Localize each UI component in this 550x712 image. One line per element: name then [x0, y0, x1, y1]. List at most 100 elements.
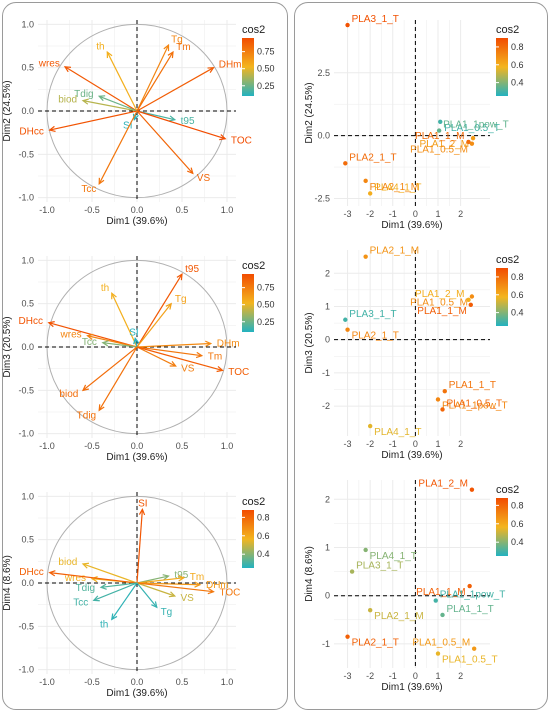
arrowhead-SI: [133, 336, 140, 345]
arrowhead-Tdig: [97, 95, 106, 102]
arrowhead-Tm: [177, 575, 186, 582]
arrow-VS: [136, 110, 194, 174]
legend-colorbar: [242, 38, 254, 96]
point-label-PLA2_1_M: PLA2_1_M: [370, 182, 419, 193]
x-tick-label: 1.0: [221, 205, 234, 215]
y-axis-label: Dim3 (20.5%): [304, 312, 315, 373]
legend-tick-label: 0.25: [257, 317, 275, 327]
point-label-Tm: Tm: [176, 42, 190, 53]
arrowhead-biod: [81, 562, 90, 569]
arrow-wres: [87, 335, 138, 348]
y-tick-label: 0.0: [21, 578, 34, 588]
arrowhead-Tcc: [92, 595, 100, 602]
point-label-Tdig: Tdig: [74, 89, 93, 100]
point-label-Tdig: Tdig: [76, 583, 95, 594]
point-label-PLA1_0.5_T: PLA1_0.5_T: [447, 398, 503, 409]
y-tick-label: 0.5: [21, 299, 34, 309]
arrow-biod: [82, 563, 138, 584]
y-tick-label: -0.5: [18, 385, 34, 395]
legend-title: cos2: [242, 496, 265, 508]
x-tick-label: -3: [344, 209, 352, 219]
point-label-biod: biod: [58, 94, 77, 105]
x-tick-label: -1.0: [39, 677, 55, 687]
point-PLA3_1_T: [343, 317, 348, 322]
point-label-DHm: DHm: [206, 580, 229, 591]
point-label-PLA2_1_M: PLA2_1_M: [374, 611, 423, 622]
point-label-PLA3_1_T: PLA3_1_T: [352, 14, 399, 25]
point-label-biod: biod: [58, 557, 77, 568]
chart-var14: -1.0 -0.5 0.0 0.5 1.0 -1.0 -0.5 0.0 0.5 1.0 Dim1 (…: [2, 491, 270, 699]
x-tick-label: 2: [458, 209, 463, 219]
arrow-Tg: [136, 582, 158, 608]
point-label-Tm: Tm: [208, 351, 222, 362]
arrowhead-DHm: [207, 66, 215, 73]
y-tick-label: -1: [322, 639, 330, 649]
chart-ind13: -3 -2 -1 0 1 2 2 1 0 -1 -2 Dim1 (39.6%) Dim3 (20.5%)…: [304, 246, 524, 461]
point-label-PLA2_1_T: PLA2_1_T: [352, 331, 399, 342]
arrowhead-Tcc: [98, 177, 105, 186]
point-PLA2_1_T: [345, 634, 350, 639]
point-label-PLA1_1pow_T: PLA1_1pow_T: [443, 120, 509, 131]
point-PLA1_0.5_M: [471, 646, 477, 651]
y-tick-label: -2.5: [314, 193, 330, 203]
y-tick-label: 1.0: [21, 255, 34, 265]
y-tick-label: 2.5: [317, 68, 330, 78]
point-label-PLA1_1pow_T: PLA1_1pow_T: [442, 400, 508, 411]
x-tick-label: -1: [389, 671, 397, 681]
arrowhead-Tdig: [98, 404, 105, 412]
arrow-Tdig: [100, 582, 138, 588]
point-label-Tm: Tm: [190, 572, 204, 583]
arrowhead-VS: [169, 360, 177, 367]
point-PLA4_1_T: [367, 423, 373, 429]
x-tick-label: 1: [435, 439, 440, 449]
arrowhead-SI: [132, 113, 139, 121]
point-label-PLA1_0.5_T: PLA1_0.5_T: [442, 655, 498, 666]
point-label-PLA2_1_M: PLA2_1_M: [370, 246, 419, 257]
point-label-Tdig: Tdig: [77, 410, 96, 421]
legend-colorbar: [242, 510, 254, 568]
arrow-Tg: [136, 303, 172, 348]
point-label-PLA2_1_T: PLA2_1_T: [349, 152, 396, 163]
x-tick-label: 0.5: [176, 677, 189, 687]
legend-title: cos2: [242, 24, 265, 36]
arrow-th: [111, 293, 138, 348]
arrow-Tcc: [102, 342, 138, 348]
y-tick-label: -1: [322, 368, 330, 378]
legend-tick-label: 0.8: [257, 512, 270, 522]
point-label-PLA1_1_T: PLA1_1_T: [447, 604, 494, 615]
legend-tick-label: 0.75: [257, 283, 275, 293]
arrow-TOC: [136, 110, 226, 140]
y-tick-label: 0.0: [21, 342, 34, 352]
point-label-DHcc: DHcc: [19, 316, 43, 327]
arrowhead-VS: [168, 591, 177, 598]
point-label-PLA1_0.5_M: PLA1_0.5_M: [412, 638, 470, 649]
point-PLA1_0.5_T: [438, 119, 443, 124]
x-axis-label: Dim1 (39.6%): [381, 450, 442, 461]
arrowhead-Tdig: [99, 583, 107, 590]
legend-title: cos2: [496, 254, 519, 266]
arrow-SI: [136, 509, 143, 584]
y-tick-label: -0.5: [18, 149, 34, 159]
y-axis-label: Dim2 (24.5%): [304, 82, 315, 143]
chart-var13: -1.0 -0.5 0.0 0.5 1.0 -1.0 -0.5 0.0 0.5 1.0 Dim1 (…: [2, 255, 275, 463]
legend-tick-label: 0.8: [511, 42, 524, 52]
x-tick-label: -1: [389, 439, 397, 449]
point-PLA1_2_M: [466, 297, 471, 303]
point-label-Tg: Tg: [161, 607, 173, 618]
arrowhead-Tg: [151, 601, 158, 609]
point-label-PLA1_0.5_T: PLA1_0.5_T: [444, 123, 500, 134]
point-label-DHcc: DHcc: [19, 567, 43, 578]
x-tick-label: 1.0: [221, 441, 234, 451]
point-label-t95: t95: [185, 264, 199, 275]
point-PLA1_1_M: [466, 139, 471, 145]
point-PLA3_1_T: [345, 22, 350, 28]
y-tick-label: -2: [322, 401, 330, 411]
arrowhead-t95: [176, 273, 183, 281]
x-tick-label: 1.0: [221, 677, 234, 687]
x-axis-label: Dim1 (39.6%): [106, 216, 167, 227]
arrowhead-SI: [138, 507, 146, 516]
x-tick-label: -3: [344, 439, 352, 449]
x-tick-label: -3: [344, 671, 352, 681]
legend-tick-label: 0.8: [511, 500, 524, 510]
arrowhead-biod: [81, 384, 89, 392]
